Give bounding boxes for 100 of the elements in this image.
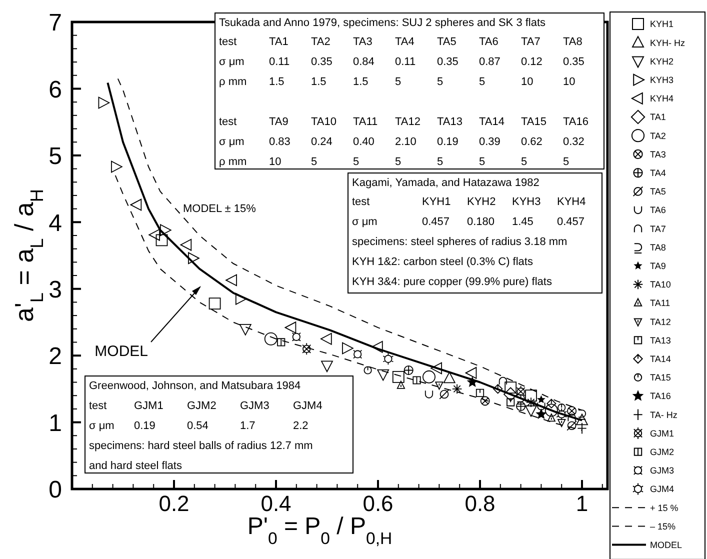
- point: [443, 372, 456, 384]
- point: [353, 350, 362, 359]
- text: σ μm 0.457 0.180 1.45 0.457: [352, 216, 585, 228]
- legend-label: KYH2: [650, 56, 674, 66]
- point: [284, 322, 296, 334]
- y-tick-label: 2: [48, 343, 62, 370]
- legend-label: TA5: [650, 186, 666, 197]
- point: [396, 380, 405, 389]
- legend-label: GJM1: [650, 428, 674, 438]
- text: test KYH1 KYH2 KYH3 KYH4: [352, 196, 586, 208]
- point: [377, 369, 390, 381]
- legend-label: KYH1: [650, 19, 674, 30]
- point: [480, 396, 490, 406]
- legend-label: TA12: [650, 316, 671, 327]
- point: [516, 385, 526, 398]
- point: [538, 396, 545, 403]
- legend-label: TA16: [650, 391, 671, 402]
- annotation: specimens: hard steel balls of radius 12.7 mm: [89, 440, 313, 452]
- point: [452, 384, 462, 394]
- y-tick-label: 6: [48, 76, 62, 104]
- legend-label: GJM4: [650, 484, 674, 494]
- legend-label: TA11: [650, 298, 670, 308]
- point: [372, 340, 383, 353]
- annotation: KYH 3&4: pure copper (99.9% pure) flats: [352, 276, 552, 288]
- point: [320, 332, 332, 345]
- legend-label: KYH4: [650, 94, 674, 104]
- annotation: MODEL ± 15%: [183, 203, 256, 215]
- y-tick-label: 3: [48, 276, 62, 304]
- point: [392, 370, 404, 383]
- point: [412, 376, 421, 384]
- point: [321, 360, 333, 372]
- point: [516, 394, 525, 404]
- point: [525, 405, 537, 417]
- legend-label: TA1: [650, 112, 666, 122]
- point: [435, 382, 444, 390]
- point: [506, 398, 515, 406]
- point: [439, 389, 450, 400]
- point: [422, 370, 436, 384]
- legend-label: – 15%: [650, 521, 676, 532]
- legend-label: TA13: [650, 335, 671, 346]
- point: [424, 390, 434, 398]
- point: [277, 338, 286, 346]
- legend-label: TA10: [650, 280, 671, 290]
- point: [404, 365, 414, 376]
- legend-label: TA9: [650, 260, 666, 271]
- text: σ μm 0.19 0.54 1.7 2.2: [89, 420, 308, 432]
- annotation: specimens: steel spheres of radius 3.18 mm: [352, 236, 568, 248]
- legend-label: GJM3: [650, 466, 674, 476]
- legend-label: TA4: [650, 168, 666, 178]
- x-tick-label: 0.8: [464, 491, 496, 516]
- point: [239, 324, 252, 336]
- point: [465, 366, 477, 379]
- annotation: Kagami, Yamada, and Hatazawa 1982: [352, 176, 540, 189]
- x-tick-label: 1: [576, 491, 588, 516]
- point: [382, 352, 394, 366]
- point: [558, 404, 566, 412]
- legend-label: GJM2: [650, 446, 674, 457]
- point: [235, 292, 247, 305]
- point: [558, 418, 566, 428]
- text: ρ mm 10 5 5 5 5 5 5 5: [219, 156, 570, 168]
- annotation: Tsukada and Anno 1979, specimens: SUJ 2 spheres and SK 3 flats: [219, 16, 546, 29]
- y-tick-label: 7: [48, 10, 62, 37]
- point: [577, 422, 587, 434]
- text: test TA9 TA10 TA11 TA12 TA13 TA14 TA15 TA16: [219, 116, 588, 128]
- point: [504, 387, 518, 402]
- point: [526, 397, 536, 408]
- point: [148, 228, 160, 241]
- legend-label: KYH3: [650, 74, 674, 85]
- annotation: and hard steel flats: [89, 460, 182, 472]
- point: [430, 362, 442, 374]
- point: [342, 342, 354, 354]
- y-tick-label: 1: [48, 410, 62, 437]
- point: [504, 382, 517, 394]
- point: [525, 390, 537, 402]
- point: [180, 238, 192, 251]
- point: [264, 332, 278, 346]
- point: [302, 342, 312, 356]
- point: [476, 388, 484, 397]
- point: [208, 298, 221, 310]
- point: [576, 414, 588, 426]
- point: [160, 224, 172, 236]
- point: [226, 274, 237, 286]
- text: test GJM1 GJM2 GJM3 GJM4: [89, 400, 322, 412]
- x-tick-label: 0.6: [362, 491, 394, 516]
- y-tick-label: 4: [48, 210, 62, 237]
- legend-label: TA8: [650, 242, 666, 252]
- point: [111, 160, 122, 173]
- point: [578, 410, 586, 420]
- annotation: MODEL: [94, 343, 148, 360]
- point: [547, 414, 556, 422]
- legend-label: + 15 %: [650, 502, 678, 513]
- text: test TA1 TA2 TA3 TA4 TA5 TA6 TA7 TA8: [219, 36, 582, 48]
- legend-label: TA- Hz: [650, 410, 678, 420]
- y-tick-label: 0: [48, 476, 62, 504]
- point: [544, 404, 558, 417]
- x-axis-title: P'$_{0}$ = P$_{0}$ / P$_{0,H}$: [247, 513, 392, 548]
- legend-label: MODEL: [650, 540, 682, 550]
- point: [546, 398, 556, 408]
- x-tick-label: 0.4: [260, 491, 292, 516]
- point: [188, 252, 200, 264]
